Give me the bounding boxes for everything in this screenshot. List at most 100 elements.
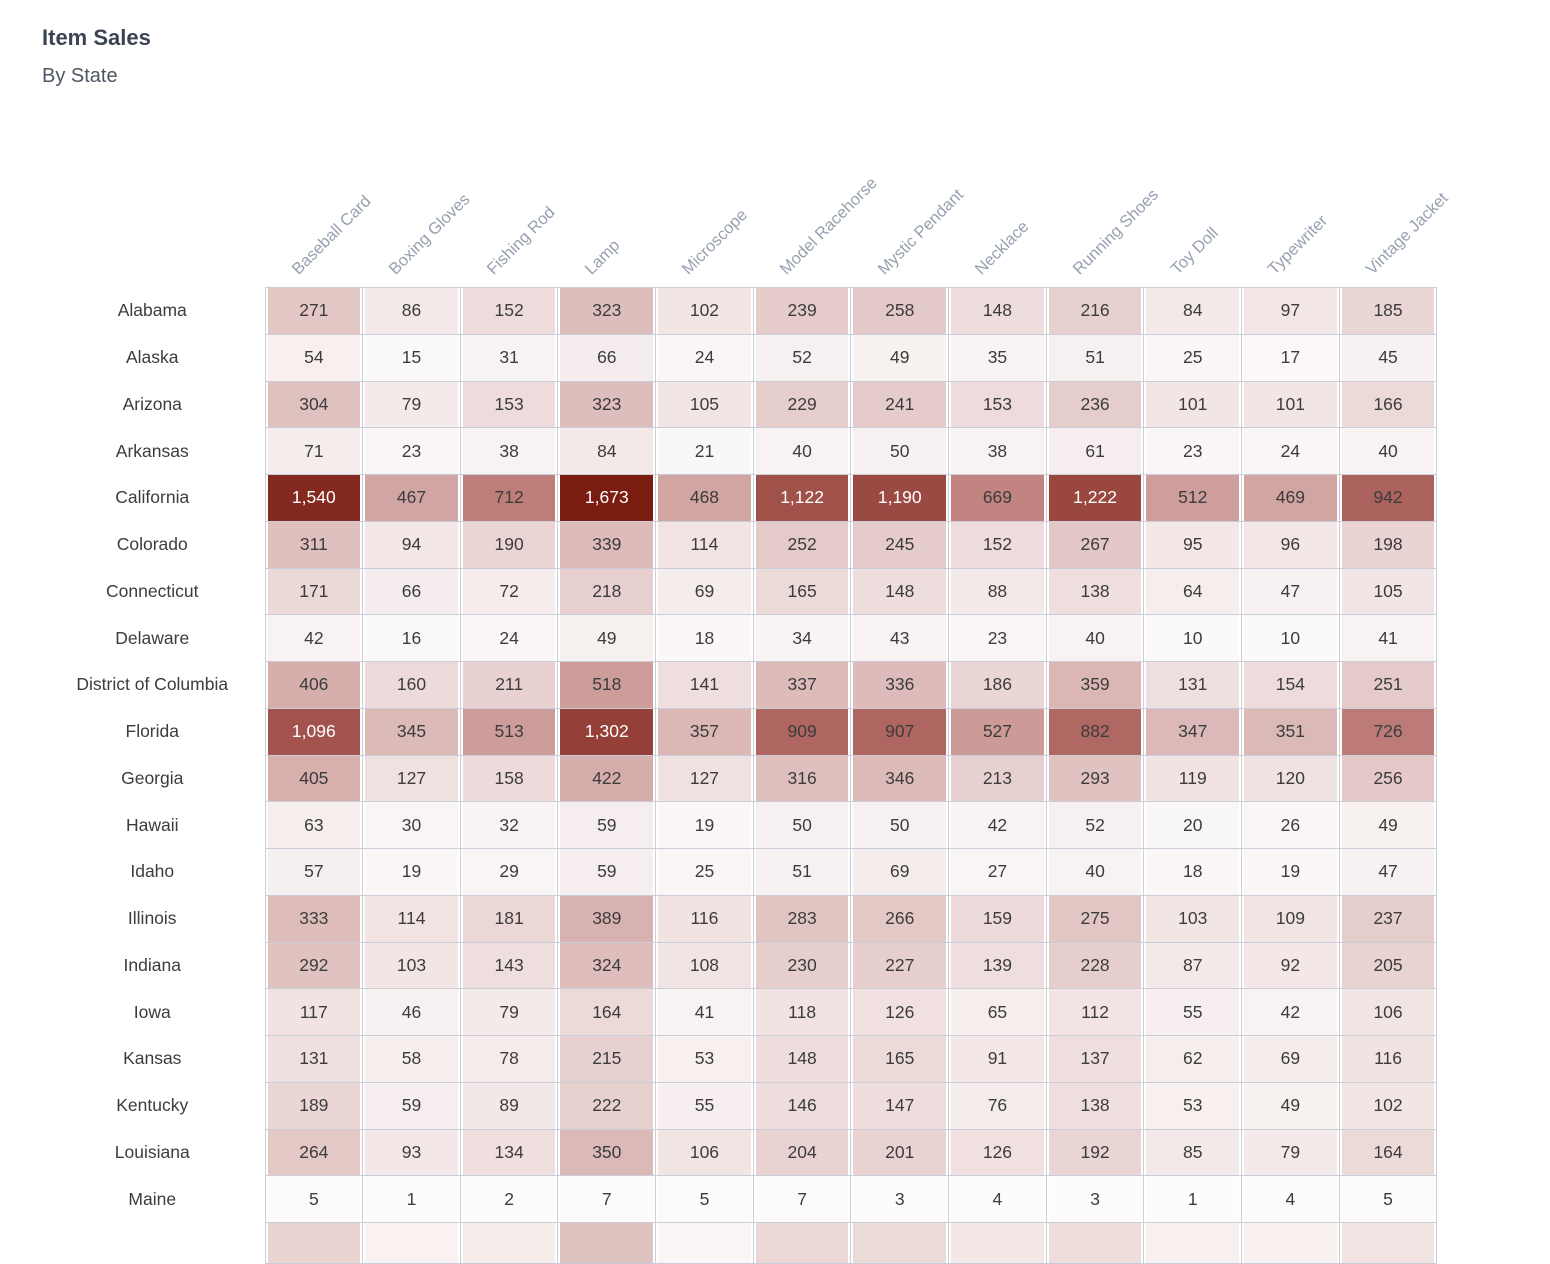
heatmap-cell[interactable]: 148	[752, 1035, 852, 1083]
heatmap-cell[interactable]: 139	[948, 941, 1047, 990]
heatmap-cell[interactable]: 52	[1045, 801, 1145, 849]
heatmap-cell[interactable]: 85	[1143, 1128, 1243, 1177]
heatmap-cell[interactable]: 405	[264, 754, 364, 803]
heatmap-cell[interactable]: 350	[557, 1128, 657, 1177]
heatmap-cell[interactable]: 726	[1338, 707, 1438, 756]
heatmap-cell[interactable]: 345	[362, 707, 461, 756]
heatmap-cell[interactable]: 527	[948, 707, 1047, 756]
heatmap-cell[interactable]: 59	[557, 848, 657, 896]
heatmap-cell[interactable]: 229	[752, 380, 852, 429]
heatmap-cell[interactable]: 106	[1338, 988, 1438, 1036]
heatmap-cell[interactable]: 10	[1241, 614, 1340, 662]
heatmap-cell[interactable]: 50	[850, 801, 950, 849]
heatmap-cell[interactable]: 102	[655, 287, 754, 335]
heatmap-cell[interactable]: 46	[362, 988, 461, 1036]
heatmap-cell[interactable]: 21	[655, 427, 754, 475]
heatmap-cell[interactable]: 119	[1143, 754, 1243, 803]
heatmap-cell[interactable]: 230	[752, 941, 852, 990]
heatmap-cell[interactable]: 311	[264, 520, 364, 569]
heatmap-cell[interactable]: 93	[362, 1128, 461, 1177]
heatmap-cell[interactable]: 84	[1143, 287, 1243, 335]
heatmap-cell[interactable]: 669	[948, 474, 1047, 522]
heatmap-cell[interactable]: 186	[948, 661, 1047, 709]
heatmap-cell[interactable]: 15	[362, 333, 461, 382]
heatmap-cell[interactable]: 467	[362, 474, 461, 522]
heatmap-cell[interactable]: 89	[459, 1081, 559, 1130]
heatmap-cell[interactable]: 389	[557, 894, 657, 943]
heatmap-cell[interactable]: 55	[1143, 988, 1243, 1036]
heatmap-cell[interactable]: 87	[1143, 941, 1243, 990]
heatmap-cell[interactable]: 323	[557, 287, 657, 335]
heatmap-cell[interactable]: 211	[459, 661, 559, 709]
heatmap-cell[interactable]: 18	[1143, 848, 1243, 896]
heatmap-cell[interactable]: 103	[1143, 894, 1243, 943]
heatmap-cell[interactable]: 43	[850, 614, 950, 662]
heatmap-cell[interactable]: 228	[1045, 941, 1145, 990]
heatmap-cell[interactable]: 118	[752, 988, 852, 1036]
heatmap-cell[interactable]: 204	[752, 1128, 852, 1177]
heatmap-cell[interactable]: 114	[655, 520, 754, 569]
heatmap-cell[interactable]: 25	[1143, 333, 1243, 382]
heatmap-cell[interactable]: 30	[362, 801, 461, 849]
heatmap-cell[interactable]: 339	[557, 520, 657, 569]
heatmap-cell[interactable]: 26	[1241, 801, 1340, 849]
heatmap-cell[interactable]: 79	[459, 988, 559, 1036]
heatmap-cell[interactable]: 1,122	[752, 474, 852, 522]
heatmap-cell[interactable]: 126	[948, 1128, 1047, 1177]
heatmap-cell[interactable]: 41	[1338, 614, 1438, 662]
heatmap-cell[interactable]: 141	[655, 661, 754, 709]
heatmap-cell[interactable]: 131	[1143, 661, 1243, 709]
heatmap-cell[interactable]: 1	[362, 1175, 461, 1223]
heatmap-cell[interactable]: 95	[1143, 520, 1243, 569]
heatmap-cell[interactable]: 40	[1338, 427, 1438, 475]
heatmap-cell[interactable]: 17	[1241, 333, 1340, 382]
heatmap-cell[interactable]: 4	[1241, 1175, 1340, 1223]
heatmap-cell[interactable]: 333	[264, 894, 364, 943]
heatmap-cell[interactable]: 165	[752, 567, 852, 616]
heatmap-cell[interactable]: 49	[557, 614, 657, 662]
heatmap-cell[interactable]: 712	[459, 474, 559, 522]
heatmap-cell[interactable]: 1,190	[850, 474, 950, 522]
heatmap-cell[interactable]: 218	[557, 567, 657, 616]
heatmap-cell[interactable]: 336	[850, 661, 950, 709]
heatmap-cell[interactable]: 275	[1045, 894, 1145, 943]
heatmap-cell[interactable]: 4	[948, 1175, 1047, 1223]
heatmap-cell[interactable]: 1,673	[557, 474, 657, 522]
heatmap-cell[interactable]: 62	[1143, 1035, 1243, 1083]
heatmap-cell[interactable]: 96	[1241, 520, 1340, 569]
heatmap-cell[interactable]: 513	[459, 707, 559, 756]
heatmap-cell[interactable]: 101	[1241, 380, 1340, 429]
heatmap-cell[interactable]: 227	[850, 941, 950, 990]
heatmap-cell[interactable]: 105	[655, 380, 754, 429]
heatmap-cell[interactable]: 42	[948, 801, 1047, 849]
heatmap-cell[interactable]: 105	[1338, 567, 1438, 616]
heatmap-cell[interactable]: 35	[948, 333, 1047, 382]
heatmap-cell[interactable]: 909	[752, 707, 852, 756]
heatmap-cell[interactable]: 271	[264, 287, 364, 335]
heatmap-cell[interactable]: 160	[362, 661, 461, 709]
heatmap-cell[interactable]: 40	[1045, 848, 1145, 896]
heatmap-cell[interactable]: 164	[557, 988, 657, 1036]
heatmap-cell[interactable]: 264	[264, 1128, 364, 1177]
heatmap-cell[interactable]: 292	[264, 941, 364, 990]
heatmap-cell[interactable]: 942	[1338, 474, 1438, 522]
heatmap-cell[interactable]: 215	[557, 1035, 657, 1083]
heatmap-cell[interactable]: 65	[948, 988, 1047, 1036]
heatmap-cell[interactable]: 91	[948, 1035, 1047, 1083]
heatmap-cell[interactable]: 323	[557, 380, 657, 429]
heatmap-cell[interactable]: 164	[1338, 1128, 1438, 1177]
heatmap-cell[interactable]: 469	[1241, 474, 1340, 522]
heatmap-cell[interactable]: 152	[948, 520, 1047, 569]
heatmap-cell[interactable]: 10	[1143, 614, 1243, 662]
heatmap-cell[interactable]: 266	[850, 894, 950, 943]
heatmap-cell[interactable]: 165	[850, 1035, 950, 1083]
heatmap-cell[interactable]: 55	[655, 1081, 754, 1130]
heatmap-cell[interactable]: 88	[948, 567, 1047, 616]
heatmap-cell[interactable]: 32	[459, 801, 559, 849]
heatmap-cell[interactable]: 267	[1045, 520, 1145, 569]
heatmap-cell[interactable]: 512	[1143, 474, 1243, 522]
heatmap-cell[interactable]: 109	[1241, 894, 1340, 943]
heatmap-cell[interactable]: 79	[1241, 1128, 1340, 1177]
heatmap-cell[interactable]: 198	[1338, 520, 1438, 569]
heatmap-cell[interactable]: 237	[1338, 894, 1438, 943]
